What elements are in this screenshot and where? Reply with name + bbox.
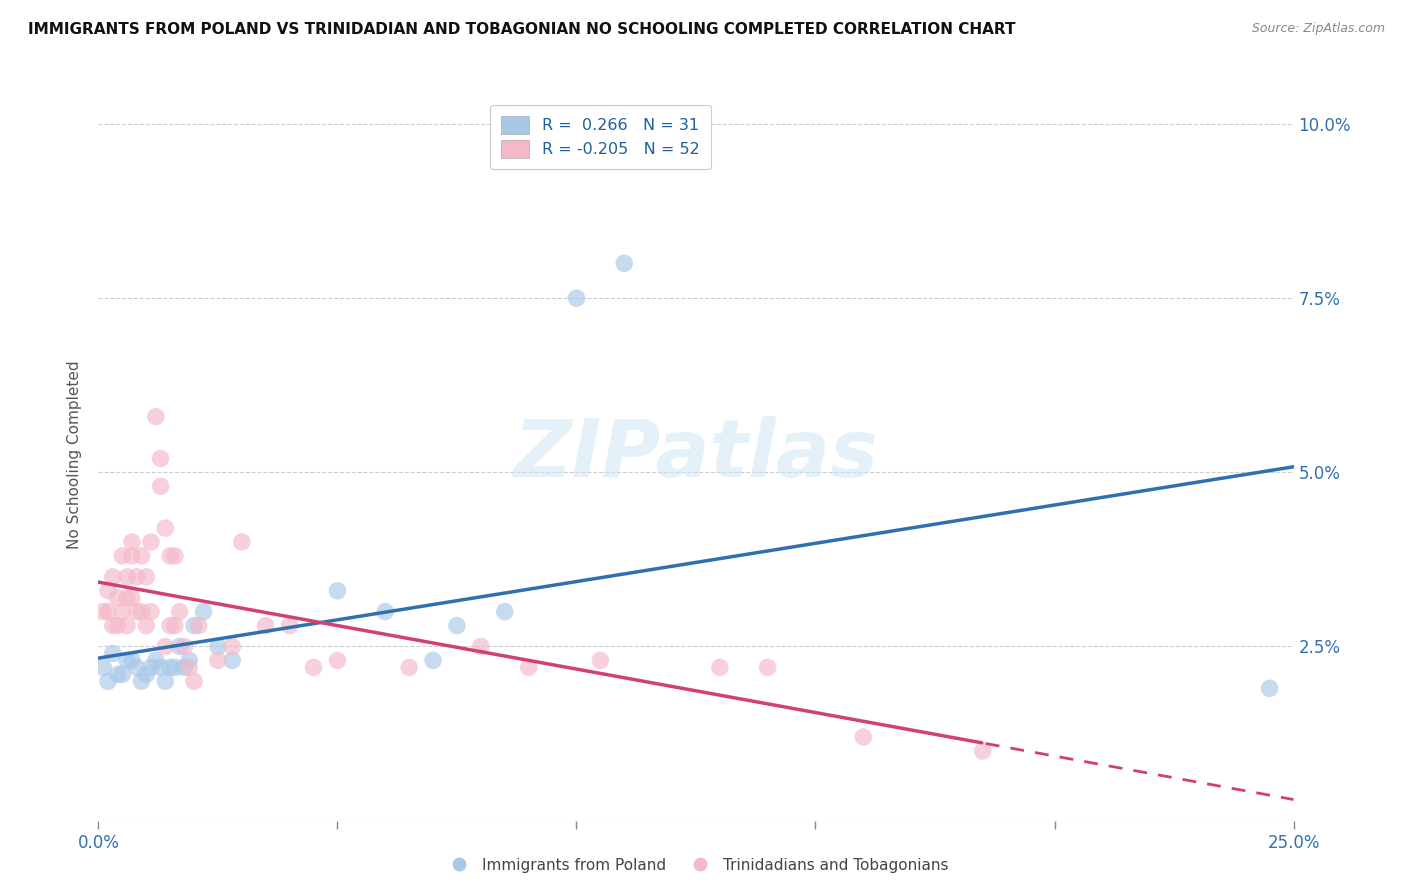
Point xyxy=(173,640,195,654)
Point xyxy=(169,640,191,654)
Point xyxy=(326,653,349,667)
Point xyxy=(155,640,177,654)
Point xyxy=(302,660,325,674)
Point xyxy=(565,291,588,305)
Point xyxy=(179,653,201,667)
Point xyxy=(149,451,172,466)
Point xyxy=(254,618,277,632)
Point xyxy=(422,653,444,667)
Point xyxy=(183,674,205,689)
Point xyxy=(517,660,540,674)
Point xyxy=(97,605,120,619)
Point xyxy=(107,667,129,681)
Point xyxy=(221,653,243,667)
Point xyxy=(149,479,172,493)
Point xyxy=(111,605,134,619)
Point xyxy=(115,653,138,667)
Point xyxy=(111,549,134,563)
Point xyxy=(139,605,162,619)
Point xyxy=(756,660,779,674)
Point xyxy=(173,660,195,674)
Point xyxy=(374,605,396,619)
Point xyxy=(193,605,215,619)
Point xyxy=(159,549,181,563)
Point xyxy=(97,674,120,689)
Point xyxy=(179,660,201,674)
Point xyxy=(169,605,191,619)
Point xyxy=(187,618,209,632)
Point xyxy=(131,674,153,689)
Legend: Immigrants from Poland, Trinidadians and Tobagonians: Immigrants from Poland, Trinidadians and… xyxy=(437,852,955,879)
Text: IMMIGRANTS FROM POLAND VS TRINIDADIAN AND TOBAGONIAN NO SCHOOLING COMPLETED CORR: IMMIGRANTS FROM POLAND VS TRINIDADIAN AN… xyxy=(28,22,1015,37)
Point xyxy=(107,618,129,632)
Point xyxy=(101,570,124,584)
Point xyxy=(131,605,153,619)
Point xyxy=(398,660,420,674)
Point xyxy=(589,653,612,667)
Point xyxy=(470,640,492,654)
Point xyxy=(125,570,148,584)
Point xyxy=(101,618,124,632)
Point xyxy=(494,605,516,619)
Point xyxy=(139,535,162,549)
Point xyxy=(91,605,114,619)
Y-axis label: No Schooling Completed: No Schooling Completed xyxy=(67,360,83,549)
Point xyxy=(139,660,162,674)
Point xyxy=(163,660,186,674)
Point xyxy=(97,583,120,598)
Point xyxy=(135,667,157,681)
Point xyxy=(972,744,994,758)
Point xyxy=(149,660,172,674)
Point xyxy=(101,647,124,661)
Point xyxy=(121,535,143,549)
Point xyxy=(446,618,468,632)
Point xyxy=(125,605,148,619)
Point xyxy=(125,660,148,674)
Point xyxy=(121,653,143,667)
Point xyxy=(135,618,157,632)
Point xyxy=(145,653,167,667)
Point xyxy=(107,591,129,605)
Point xyxy=(163,618,186,632)
Point xyxy=(207,640,229,654)
Point xyxy=(852,730,875,744)
Point xyxy=(131,549,153,563)
Point xyxy=(278,618,301,632)
Point xyxy=(121,591,143,605)
Point xyxy=(221,640,243,654)
Point xyxy=(1258,681,1281,696)
Point xyxy=(111,667,134,681)
Point xyxy=(155,674,177,689)
Point xyxy=(115,618,138,632)
Point xyxy=(709,660,731,674)
Point xyxy=(183,618,205,632)
Point xyxy=(207,653,229,667)
Point xyxy=(613,256,636,270)
Point xyxy=(145,409,167,424)
Point xyxy=(326,583,349,598)
Point xyxy=(159,618,181,632)
Point xyxy=(115,591,138,605)
Point xyxy=(163,549,186,563)
Text: ZIPatlas: ZIPatlas xyxy=(513,416,879,494)
Point xyxy=(231,535,253,549)
Text: Source: ZipAtlas.com: Source: ZipAtlas.com xyxy=(1251,22,1385,36)
Point xyxy=(91,660,114,674)
Point xyxy=(135,570,157,584)
Point xyxy=(115,570,138,584)
Point xyxy=(155,521,177,535)
Point xyxy=(159,660,181,674)
Point xyxy=(121,549,143,563)
